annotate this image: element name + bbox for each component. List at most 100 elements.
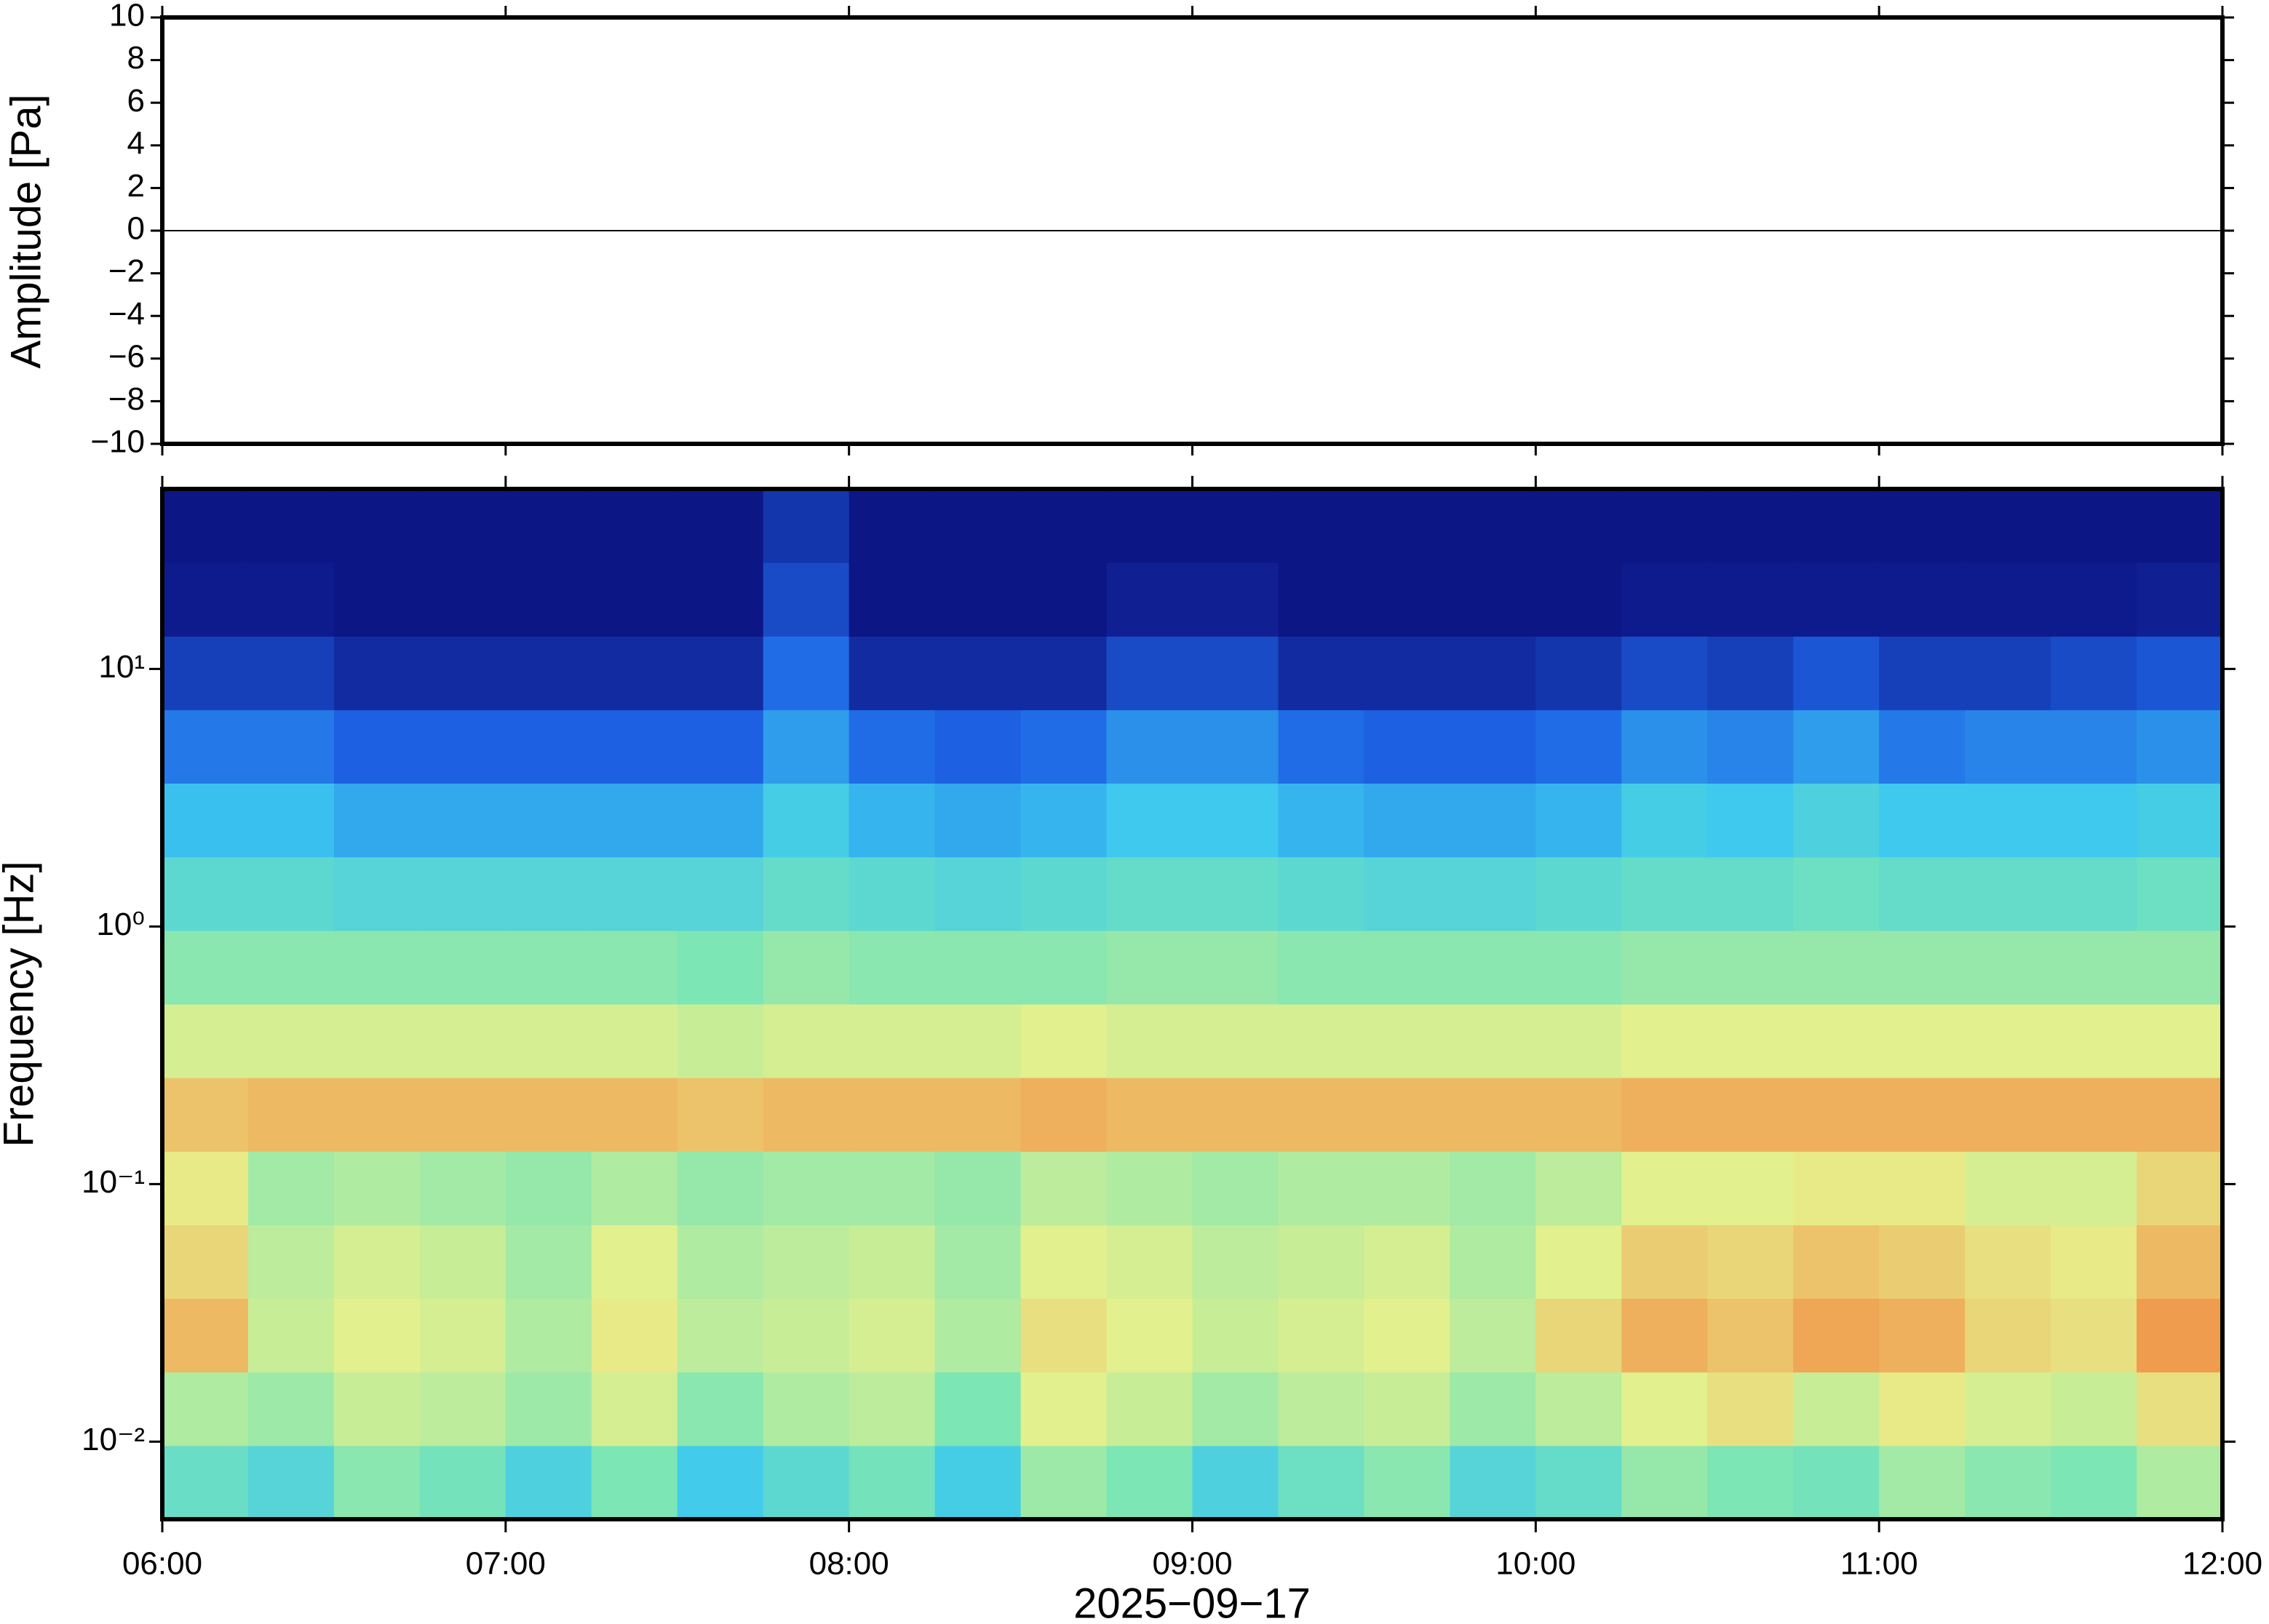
heat-cell xyxy=(1965,489,2051,563)
heat-cell xyxy=(1621,636,1708,711)
heat-cell xyxy=(1621,489,1708,563)
heat-cell xyxy=(1535,783,1622,858)
heat-cell xyxy=(505,1151,592,1226)
heat-cell xyxy=(162,783,249,858)
heat-cell xyxy=(2051,1225,2137,1299)
heat-cell xyxy=(1879,1298,1966,1373)
heat-cell xyxy=(247,1445,335,1520)
heat-cell xyxy=(419,930,506,1005)
heat-cell xyxy=(591,1004,678,1078)
heat-cell xyxy=(1106,709,1193,784)
heat-cell xyxy=(1535,489,1622,563)
heat-cell xyxy=(1106,930,1193,1005)
heat-cell xyxy=(1020,1225,1108,1299)
heat-cell xyxy=(1879,562,1966,637)
heat-cell xyxy=(1965,1078,2051,1152)
heat-cell xyxy=(591,783,678,858)
y-tick-label: −8 xyxy=(108,381,145,417)
heat-cell xyxy=(591,1225,678,1299)
heat-cell xyxy=(1450,1372,1536,1446)
heat-cell xyxy=(333,1004,421,1078)
heat-cell xyxy=(419,1445,506,1520)
heat-cell xyxy=(1793,1078,1880,1152)
y-tick-label: 10 xyxy=(109,0,145,33)
heat-cell xyxy=(1879,709,1966,784)
heat-cell xyxy=(162,1225,249,1299)
heat-cell xyxy=(1793,709,1880,784)
heat-cell xyxy=(1535,709,1622,784)
heat-cell xyxy=(1965,1225,2051,1299)
heat-cell xyxy=(333,783,421,858)
heat-cell xyxy=(162,1004,249,1078)
heat-cell xyxy=(1192,1151,1279,1226)
heat-cell xyxy=(849,1372,936,1446)
heat-cell xyxy=(677,930,764,1005)
y-tick-label: −4 xyxy=(108,296,145,332)
heat-cell xyxy=(1450,856,1536,931)
heat-cell xyxy=(505,1372,592,1446)
heat-cell xyxy=(1793,783,1880,858)
heat-cell xyxy=(2137,709,2223,784)
frame xyxy=(160,487,2225,1521)
heat-cell xyxy=(1965,709,2051,784)
heat-cell xyxy=(162,1151,249,1226)
heat-cell xyxy=(505,783,592,858)
heat-cell xyxy=(1793,489,1880,563)
heat-cell xyxy=(2137,562,2223,637)
x-tick-label: 08:00 xyxy=(809,1546,889,1582)
heat-cell xyxy=(763,1078,850,1152)
heat-cell xyxy=(505,636,592,711)
heat-cell xyxy=(1278,636,1364,711)
heat-cell xyxy=(1106,1445,1193,1520)
heat-cell xyxy=(1192,1078,1279,1152)
heat-cell xyxy=(1965,1445,2051,1520)
heat-cell xyxy=(1278,562,1364,637)
heat-cell xyxy=(849,562,936,637)
heat-cell xyxy=(505,856,592,931)
heat-cell xyxy=(1278,1298,1364,1373)
heat-cell xyxy=(1879,1004,1966,1078)
heat-cell xyxy=(1793,1372,1880,1446)
heat-cell xyxy=(1278,930,1364,1005)
heat-cell xyxy=(505,1078,592,1152)
x-axis-title: 2025−09−17 xyxy=(1073,1580,1311,1624)
heat-cell xyxy=(1192,1004,1279,1078)
heat-cell xyxy=(333,1372,421,1446)
heat-cell xyxy=(1621,1004,1708,1078)
heat-cell xyxy=(419,1372,506,1446)
heat-cell xyxy=(1535,1225,1622,1299)
heat-cell xyxy=(934,489,1022,563)
heat-cell xyxy=(1020,1078,1108,1152)
heat-cell xyxy=(247,783,335,858)
heat-cell xyxy=(1020,1445,1108,1520)
heat-cell xyxy=(1450,489,1536,563)
heat-cell xyxy=(333,1225,421,1299)
heat-cell xyxy=(162,856,249,931)
heat-cell xyxy=(1450,636,1536,711)
heat-cell xyxy=(2051,489,2137,563)
heat-cell xyxy=(1535,636,1622,711)
heat-cell xyxy=(1535,1151,1622,1226)
heat-cell xyxy=(934,562,1022,637)
heat-cell xyxy=(677,1372,764,1446)
heat-cell xyxy=(2137,1078,2223,1152)
heat-cell xyxy=(1621,1372,1708,1446)
heat-cell xyxy=(1192,489,1279,563)
y-tick-label: 10⁻² xyxy=(82,1422,145,1457)
heat-cell xyxy=(247,1004,335,1078)
heat-cell xyxy=(1364,1151,1450,1226)
heat-cell xyxy=(2051,1445,2137,1520)
heat-cell xyxy=(1106,1151,1193,1226)
heat-cell xyxy=(1192,1445,1279,1520)
x-tick-label: 09:00 xyxy=(1152,1546,1232,1582)
heat-cell xyxy=(1621,1151,1708,1226)
heat-cell xyxy=(1621,1225,1708,1299)
heat-cell xyxy=(505,1298,592,1373)
x-tick-label: 10:00 xyxy=(1495,1546,1575,1582)
heat-cell xyxy=(1364,1445,1450,1520)
heat-cell xyxy=(934,1004,1022,1078)
heat-cell xyxy=(1707,1151,1794,1226)
heat-cell xyxy=(162,489,249,563)
heat-cell xyxy=(1707,1078,1794,1152)
heat-cell xyxy=(162,1298,249,1373)
